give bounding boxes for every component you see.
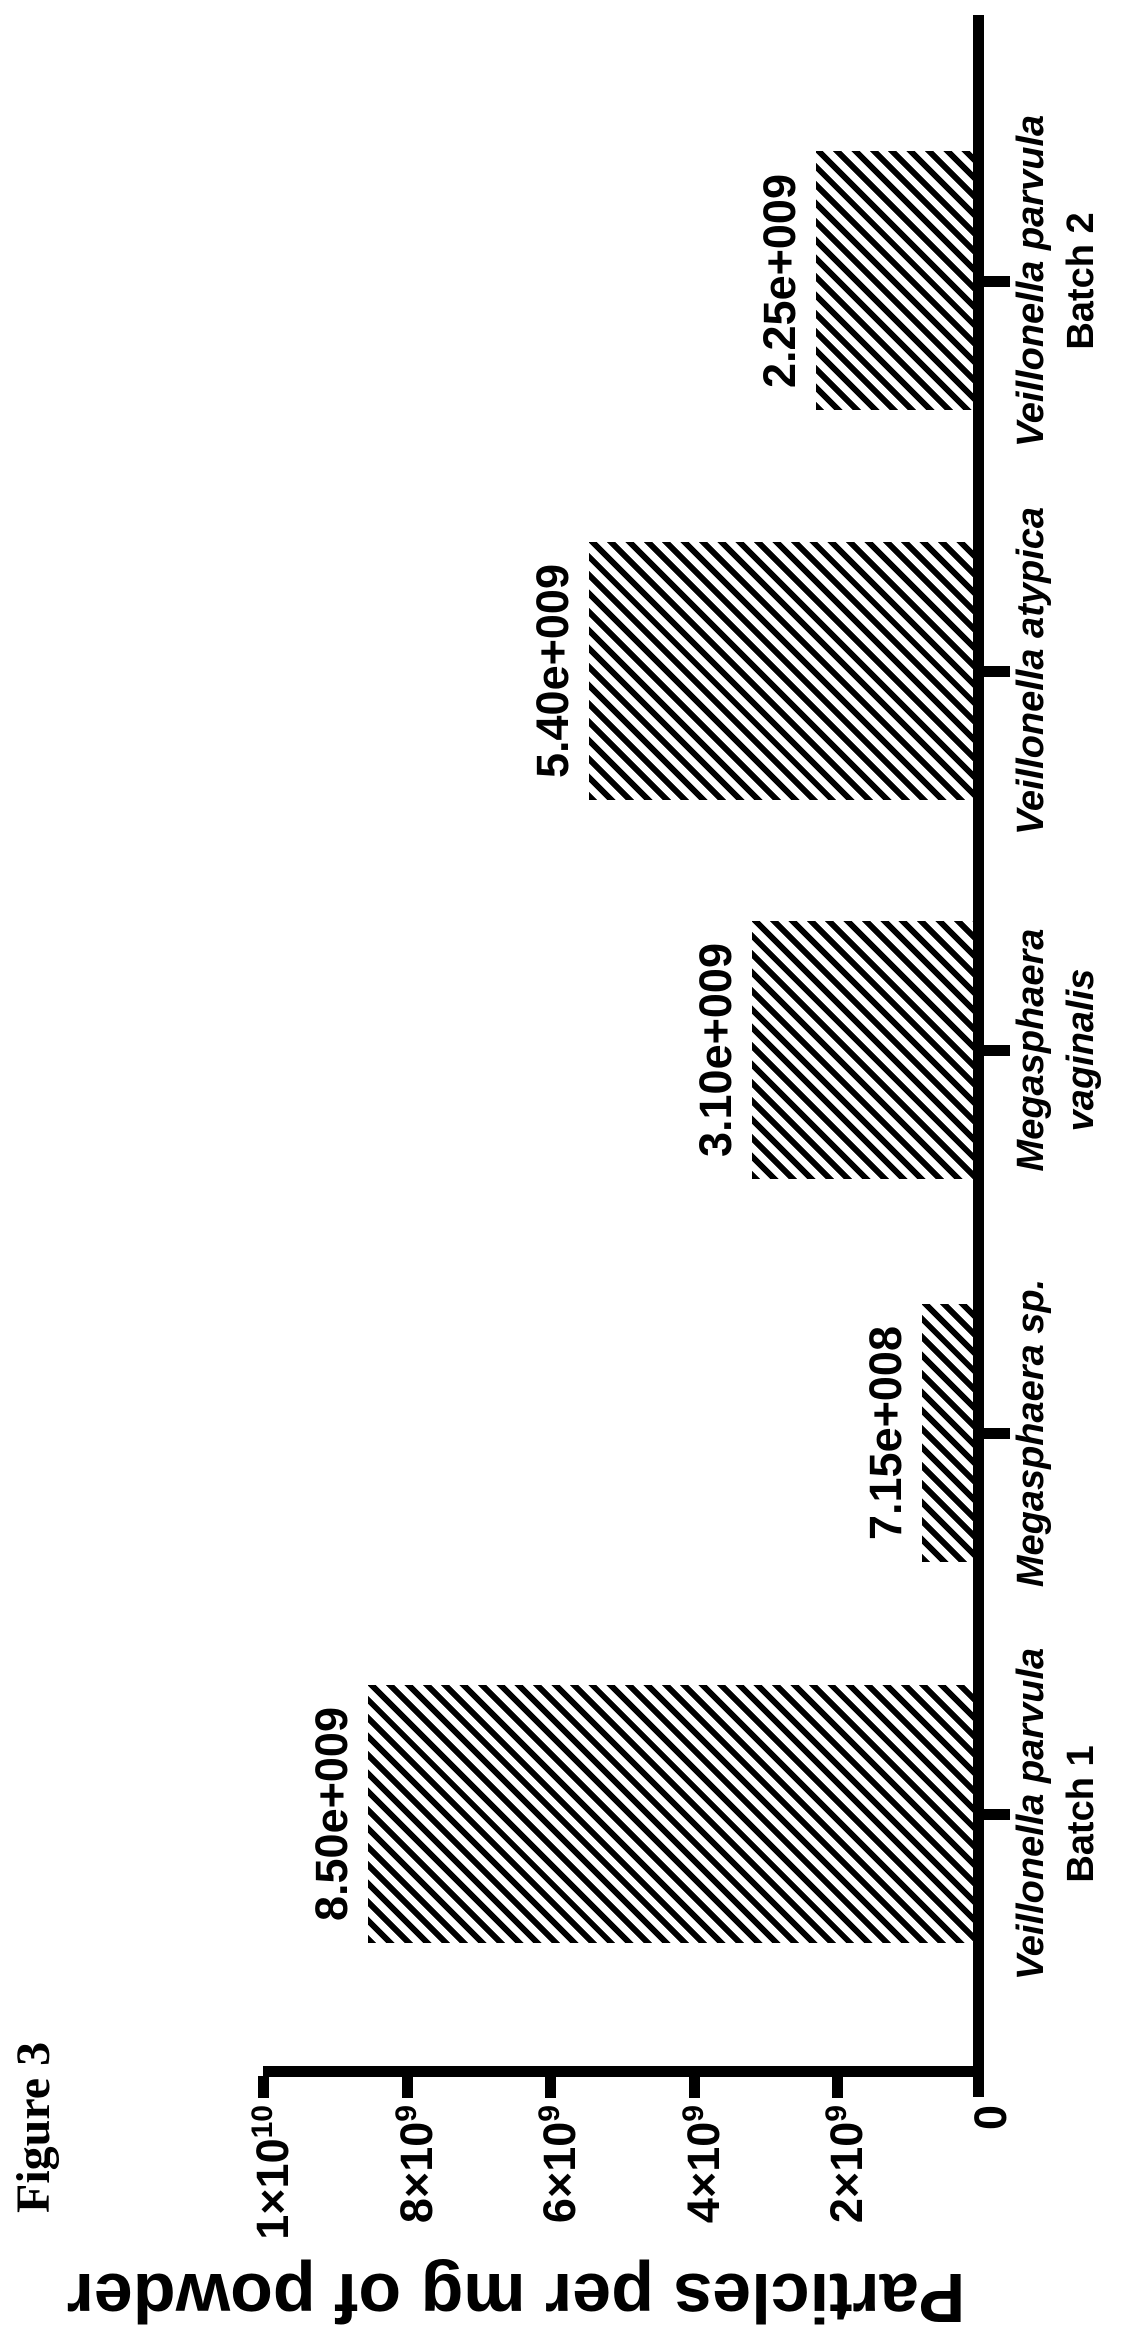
bar-value-label: 5.40e+009 — [527, 564, 578, 778]
y-tick-label: 4×109 — [667, 2105, 729, 2343]
y-tick-label-base: 6×10 — [534, 2121, 585, 2224]
y-axis-line — [263, 2066, 984, 2077]
y-tick-mark — [545, 2076, 556, 2098]
bar-value-label: 3.10e+009 — [690, 943, 741, 1157]
figure-label: Figure 3 — [7, 2041, 60, 2213]
y-tick-label: 6×109 — [523, 2105, 585, 2343]
y-tick-label: 0 — [954, 2105, 1016, 2343]
y-tick-label: 8×109 — [380, 2105, 442, 2343]
y-tick-mark — [689, 2076, 700, 2098]
y-tick-label-base: 8×10 — [391, 2121, 442, 2224]
y-tick-mark — [832, 2076, 843, 2098]
bar-value-label: 7.15e+008 — [860, 1326, 911, 1540]
category-label: Veillonella parvula Batch 2 — [1006, 21, 1106, 541]
x-axis-line — [973, 15, 984, 2097]
y-tick-label-base: 1×10 — [247, 2138, 298, 2240]
y-tick-label-exponent: 9 — [820, 2105, 853, 2122]
bar-megasphaera-vaginalis — [752, 921, 973, 1179]
bar-veillonella-atypica — [589, 542, 973, 800]
y-tick-label-exponent: 9 — [677, 2105, 710, 2122]
y-tick-label-exponent: 9 — [390, 2105, 423, 2122]
y-tick-label-base: 4×10 — [678, 2121, 729, 2224]
bar-megasphaera-sp — [922, 1304, 973, 1562]
bar-veillonella-parvula-batch2 — [816, 151, 973, 410]
category-batch-line: Batch 2 — [1060, 212, 1102, 350]
y-axis-title: Particles per mg of powder — [66, 2259, 966, 2337]
category-species-line: Veillonella parvula — [1010, 114, 1052, 448]
y-tick-label: 1×1010 — [236, 2105, 298, 2343]
y-tick-label-exponent: 10 — [246, 2105, 279, 2139]
y-tick-label-base: 2×10 — [821, 2121, 872, 2224]
y-tick-label: 2×109 — [810, 2105, 872, 2343]
bar-value-label: 2.25e+009 — [754, 174, 805, 388]
y-tick-mark — [258, 2076, 269, 2098]
bar-veillonella-parvula-batch1 — [368, 1685, 973, 1943]
bar-value-label: 8.50e+009 — [306, 1707, 357, 1921]
y-tick-mark — [402, 2076, 413, 2098]
y-tick-label-base: 0 — [965, 2105, 1016, 2131]
y-tick-label-exponent: 9 — [533, 2105, 566, 2122]
